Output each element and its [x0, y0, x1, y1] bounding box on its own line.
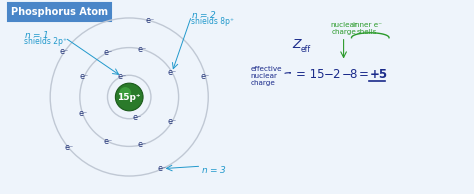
- Text: nuclear: nuclear: [251, 73, 278, 79]
- Text: $n$ = 2: $n$ = 2: [191, 9, 218, 20]
- FancyBboxPatch shape: [8, 3, 111, 21]
- Text: −: −: [342, 68, 352, 81]
- Text: $Z$: $Z$: [292, 38, 303, 51]
- Text: 2: 2: [332, 68, 339, 81]
- Text: shields 8p⁺: shields 8p⁺: [191, 17, 235, 26]
- Text: 8: 8: [349, 68, 357, 81]
- Text: e⁻: e⁻: [104, 48, 113, 57]
- Text: shells: shells: [357, 29, 378, 35]
- Text: Phosphorus Atom: Phosphorus Atom: [10, 7, 108, 17]
- Text: +5: +5: [369, 68, 387, 81]
- Text: e⁻: e⁻: [167, 68, 177, 77]
- Circle shape: [119, 87, 131, 99]
- Text: $n$ = 1: $n$ = 1: [24, 29, 49, 40]
- Text: $n$ = 3: $n$ = 3: [201, 164, 228, 175]
- Text: e⁻: e⁻: [167, 117, 177, 126]
- Text: =: =: [358, 68, 368, 81]
- Text: charge: charge: [331, 29, 356, 35]
- Text: e⁻: e⁻: [132, 113, 141, 122]
- Text: e⁻: e⁻: [104, 137, 113, 146]
- Text: inner e⁻: inner e⁻: [353, 22, 382, 28]
- Text: = 15: = 15: [296, 68, 325, 81]
- Text: eff: eff: [301, 45, 311, 54]
- Text: e⁻: e⁻: [78, 109, 87, 118]
- Text: e⁻: e⁻: [80, 72, 89, 81]
- Text: e⁻: e⁻: [137, 45, 146, 54]
- Text: shields 2p⁺: shields 2p⁺: [24, 37, 66, 46]
- Text: e⁻: e⁻: [60, 47, 69, 56]
- Text: −: −: [324, 68, 334, 81]
- Text: charge: charge: [251, 80, 275, 86]
- Circle shape: [115, 83, 143, 111]
- Text: e⁻: e⁻: [201, 72, 210, 81]
- Text: e⁻: e⁻: [117, 72, 127, 81]
- Text: nuclear: nuclear: [330, 22, 357, 28]
- Text: effective: effective: [251, 66, 283, 72]
- Text: 15p⁺: 15p⁺: [118, 93, 141, 101]
- Text: e⁻: e⁻: [158, 164, 167, 173]
- Text: e⁻: e⁻: [64, 143, 73, 152]
- Text: e⁻: e⁻: [137, 140, 146, 149]
- Text: e⁻: e⁻: [145, 16, 155, 25]
